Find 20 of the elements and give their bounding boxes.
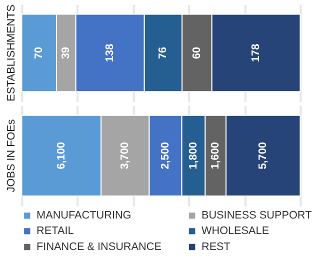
legend-label: WHOLESALE <box>201 225 270 238</box>
data-label: 178 <box>250 44 262 62</box>
legend-label: BUSINESS SUPPORT <box>201 210 312 222</box>
data-label: 5,700 <box>257 142 270 170</box>
y-tick-label: ESTABLISHMENTS <box>5 4 18 102</box>
data-label: 70 <box>33 46 46 59</box>
legend-label: RETAIL <box>36 225 74 238</box>
data-label: 60 <box>190 46 203 59</box>
data-label: 6,100 <box>55 142 68 170</box>
legend-label: MANUFACTURING <box>36 210 132 222</box>
data-label: 1,800 <box>187 142 200 170</box>
data-label: 1,600 <box>210 142 222 170</box>
legend-label: FINANCE & INSURANCE <box>36 240 162 253</box>
data-label: 39 <box>60 46 72 59</box>
data-label: 138 <box>104 44 116 62</box>
legend-label: REST <box>201 240 231 253</box>
y-tick-label: JOBS IN FOEs <box>5 118 18 192</box>
data-label: 76 <box>157 46 170 59</box>
data-label: 3,700 <box>119 142 132 170</box>
data-label: 2,500 <box>160 142 172 170</box>
